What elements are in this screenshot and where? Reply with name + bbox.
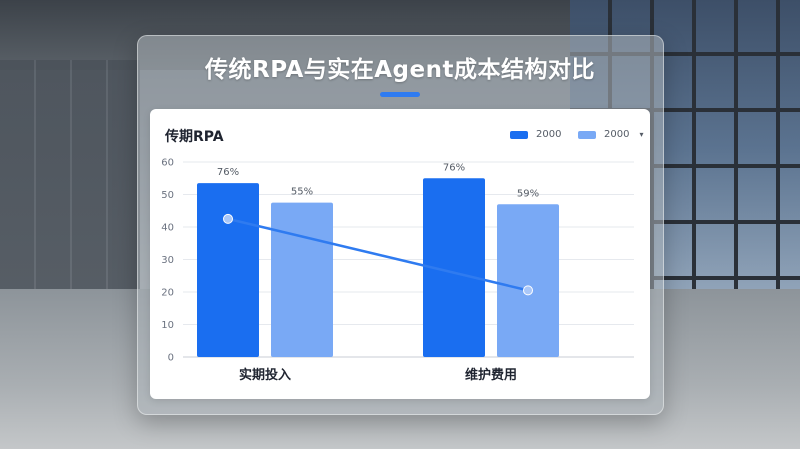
legend-swatch-2 xyxy=(578,130,596,139)
bar-2 xyxy=(497,204,559,357)
bar-1 xyxy=(197,183,259,357)
chart-title: 传期RPA xyxy=(165,129,224,145)
trend-point xyxy=(223,213,233,224)
y-tick-label: 0 xyxy=(168,353,174,364)
page-title: 传统RPA与实在Agent成本结构对比 xyxy=(205,57,595,83)
background-building-left xyxy=(0,60,140,310)
y-tick-label: 20 xyxy=(161,288,174,299)
category-label: 维护费用 xyxy=(465,367,517,383)
legend-label-2: 2000 xyxy=(604,129,630,140)
bar-2 xyxy=(271,202,333,357)
data-label: 76% xyxy=(217,167,239,178)
data-label: 76% xyxy=(443,162,465,173)
legend-item-2[interactable]: 2000 ▾ xyxy=(578,129,643,140)
y-tick-label: 60 xyxy=(161,158,174,169)
chevron-down-icon[interactable]: ▾ xyxy=(639,130,644,139)
y-tick-label: 10 xyxy=(161,320,174,331)
y-tick-label: 50 xyxy=(161,190,174,201)
y-tick-label: 40 xyxy=(161,223,174,234)
trend-line xyxy=(227,217,529,292)
chart-card: 传期RPA 2000 2000 ▾ 0 10 20 30 40 50 60 76% 55% 实期投… xyxy=(150,109,650,399)
legend-label-1: 2000 xyxy=(536,129,562,140)
bar-1 xyxy=(423,178,485,357)
y-tick-label: 30 xyxy=(161,255,174,266)
data-label: 55% xyxy=(291,187,313,198)
legend-item-1[interactable]: 2000 xyxy=(510,129,561,140)
category-label: 实期投入 xyxy=(239,367,291,383)
title-underline xyxy=(380,92,420,97)
data-label: 59% xyxy=(517,188,539,199)
bar-chart: 0 10 20 30 40 50 60 76% 55% 实期投入 76% 59% 维护费用 xyxy=(161,158,634,383)
legend-swatch-1 xyxy=(510,130,528,139)
trend-point xyxy=(523,285,533,296)
